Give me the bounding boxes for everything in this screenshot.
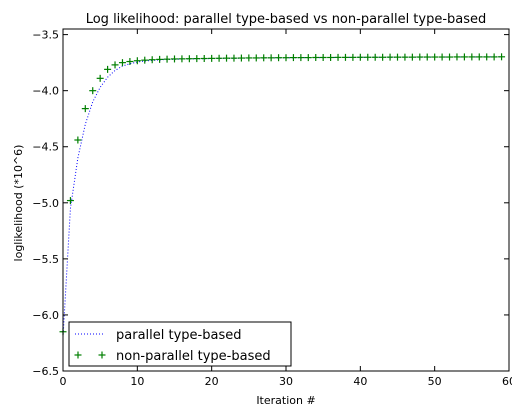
x-tick-label: 0 xyxy=(60,375,67,388)
data-point-non-parallel-type-based xyxy=(438,53,446,61)
data-point-non-parallel-type-based xyxy=(312,53,320,61)
x-tick-label: 50 xyxy=(428,375,442,388)
data-point-non-parallel-type-based xyxy=(252,54,260,62)
data-point-non-parallel-type-based xyxy=(96,74,104,82)
x-axis-label: Iteration # xyxy=(256,394,315,407)
data-point-non-parallel-type-based xyxy=(453,53,461,61)
data-point-non-parallel-type-based xyxy=(327,53,335,61)
data-point-non-parallel-type-based xyxy=(282,54,290,62)
axis-ticks: 0 10 20 30 40 50 60 −6.5 −6.0 −5.5 −5.0 −4.5 −4.0 −3.… xyxy=(32,29,512,388)
data-point-non-parallel-type-based xyxy=(74,136,82,144)
data-point-non-parallel-type-based xyxy=(334,53,342,61)
y-tick-label: −6.5 xyxy=(32,365,59,378)
data-point-non-parallel-type-based xyxy=(163,55,171,63)
data-point-non-parallel-type-based xyxy=(171,55,178,63)
data-point-non-parallel-type-based xyxy=(379,53,387,61)
data-point-non-parallel-type-based xyxy=(401,53,409,61)
data-point-non-parallel-type-based xyxy=(446,53,454,61)
y-axis-label: loglikelihood (*10^6) xyxy=(12,145,25,262)
x-tick-label: 20 xyxy=(205,375,219,388)
data-point-non-parallel-type-based xyxy=(460,53,468,61)
legend-entry-non-parallel-type-based: non-parallel type-based xyxy=(74,349,271,364)
data-point-non-parallel-type-based xyxy=(81,105,89,113)
data-point-non-parallel-type-based xyxy=(319,53,327,61)
data-point-non-parallel-type-based xyxy=(341,53,349,61)
data-point-non-parallel-type-based xyxy=(193,55,201,63)
legend-label: parallel type-based xyxy=(116,328,241,343)
data-point-non-parallel-type-based xyxy=(215,54,223,62)
legend: parallel type-based non-parallel type-bas… xyxy=(68,321,292,367)
data-point-non-parallel-type-based xyxy=(386,53,394,61)
data-point-non-parallel-type-based xyxy=(349,53,357,61)
y-tick-label: −5.5 xyxy=(32,253,59,266)
data-point-non-parallel-type-based xyxy=(66,197,74,205)
legend-swatch xyxy=(74,351,106,359)
data-point-non-parallel-type-based xyxy=(498,53,506,61)
data-point-non-parallel-type-based xyxy=(394,53,401,61)
y-tick-label: −3.5 xyxy=(32,29,59,42)
data-point-non-parallel-type-based xyxy=(297,54,305,62)
series-line-parallel-type-based xyxy=(62,56,502,338)
data-point-non-parallel-type-based xyxy=(468,53,476,61)
data-point-non-parallel-type-based xyxy=(118,59,126,67)
data-point-non-parallel-type-based xyxy=(267,54,275,62)
data-point-non-parallel-type-based xyxy=(356,53,364,61)
data-point-non-parallel-type-based xyxy=(289,54,297,62)
x-tick-label: 40 xyxy=(353,375,367,388)
data-point-non-parallel-type-based xyxy=(185,55,193,63)
data-point-non-parallel-type-based xyxy=(423,53,431,61)
data-point-non-parallel-type-based xyxy=(89,87,97,95)
data-point-non-parallel-type-based xyxy=(223,54,231,62)
data-point-non-parallel-type-based xyxy=(490,53,498,61)
plot-area xyxy=(59,53,506,338)
data-point-non-parallel-type-based xyxy=(230,54,238,62)
data-point-non-parallel-type-based xyxy=(178,55,186,63)
legend-entry-parallel-type-based: parallel type-based xyxy=(75,328,241,343)
legend-box xyxy=(68,321,292,367)
data-point-non-parallel-type-based xyxy=(141,56,149,64)
data-point-non-parallel-type-based xyxy=(111,61,119,69)
data-point-non-parallel-type-based xyxy=(408,53,416,61)
data-point-non-parallel-type-based xyxy=(237,54,245,62)
x-tick-label: 10 xyxy=(130,375,144,388)
legend-entries: parallel type-based non-parallel type-bas… xyxy=(74,328,271,364)
y-tick-label: −4.5 xyxy=(32,141,59,154)
plot-frame xyxy=(62,28,510,372)
data-point-non-parallel-type-based xyxy=(304,54,312,62)
data-point-non-parallel-type-based xyxy=(126,58,134,66)
data-point-non-parallel-type-based xyxy=(245,54,253,62)
data-point-non-parallel-type-based xyxy=(260,54,268,62)
y-tick-label: −4.0 xyxy=(32,85,59,98)
x-tick-label: 60 xyxy=(502,375,512,388)
data-point-non-parallel-type-based xyxy=(364,53,372,61)
data-point-non-parallel-type-based xyxy=(133,57,141,65)
data-point-non-parallel-type-based xyxy=(483,53,491,61)
data-point-non-parallel-type-based xyxy=(416,53,424,61)
x-tick-label: 30 xyxy=(279,375,293,388)
data-point-non-parallel-type-based xyxy=(208,54,216,62)
data-point-non-parallel-type-based xyxy=(431,53,439,61)
y-tick-label: −5.0 xyxy=(32,197,59,210)
data-point-non-parallel-type-based xyxy=(275,54,283,62)
data-point-non-parallel-type-based xyxy=(148,56,156,64)
data-point-non-parallel-type-based xyxy=(200,54,208,62)
chart-title: Log likelihood: parallel type-based vs n… xyxy=(86,12,487,27)
y-tick-label: −6.0 xyxy=(32,309,59,322)
data-point-non-parallel-type-based xyxy=(104,65,112,73)
data-point-non-parallel-type-based xyxy=(371,53,379,61)
legend-label: non-parallel type-based xyxy=(116,349,271,364)
data-point-non-parallel-type-based xyxy=(475,53,483,61)
data-point-non-parallel-type-based xyxy=(156,55,164,63)
